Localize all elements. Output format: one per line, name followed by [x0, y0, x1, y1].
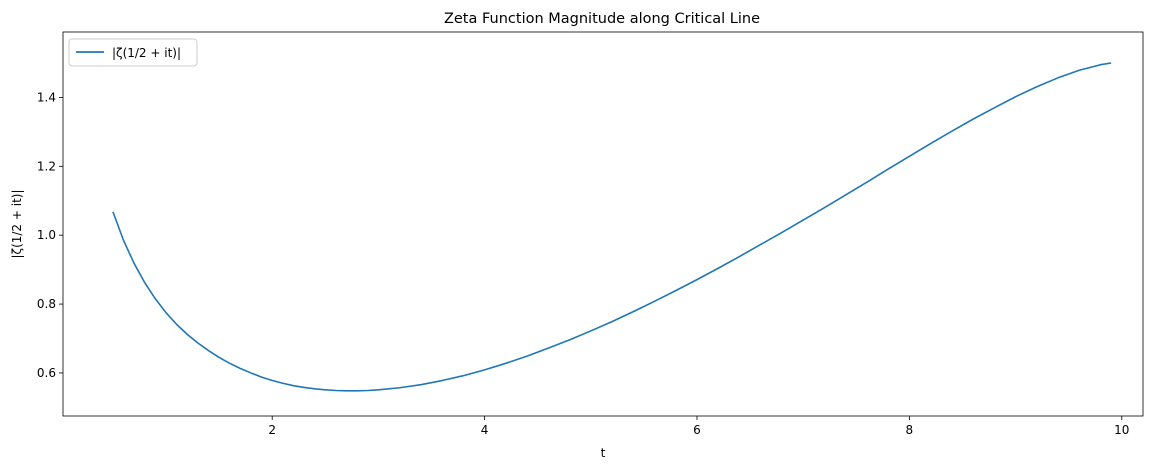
chart-title: Zeta Function Magnitude along Critical L…: [444, 11, 760, 27]
legend: |ζ(1/2 + it)|: [68, 38, 198, 67]
y-tick-label: 0.6: [37, 366, 56, 380]
legend-label: |ζ(1/2 + it)|: [112, 46, 181, 60]
series-layer: [112, 62, 1112, 392]
y-tick-label: 1.4: [37, 90, 56, 104]
x-axis-ticks: 2 4 6 8 10: [268, 416, 1129, 437]
y-tick-label: 0.8: [37, 297, 56, 311]
x-axis-label: t: [601, 446, 606, 460]
y-axis-label: |ζ(1/2 + it)|: [10, 189, 24, 258]
y-tick-label: 1.2: [37, 159, 56, 173]
series-line: [112, 62, 1112, 392]
x-tick-label: 2: [268, 423, 276, 437]
x-tick-label: 10: [1114, 423, 1129, 437]
x-tick-label: 4: [481, 423, 489, 437]
y-axis-ticks: 0.6 0.8 1.0 1.2 1.4: [37, 90, 63, 380]
x-tick-label: 6: [693, 423, 701, 437]
x-tick-label: 8: [906, 423, 914, 437]
plot-frame: [62, 31, 1144, 417]
legend-box: [68, 38, 198, 67]
y-tick-label: 1.0: [37, 228, 56, 242]
plot-area: [63, 32, 1143, 416]
